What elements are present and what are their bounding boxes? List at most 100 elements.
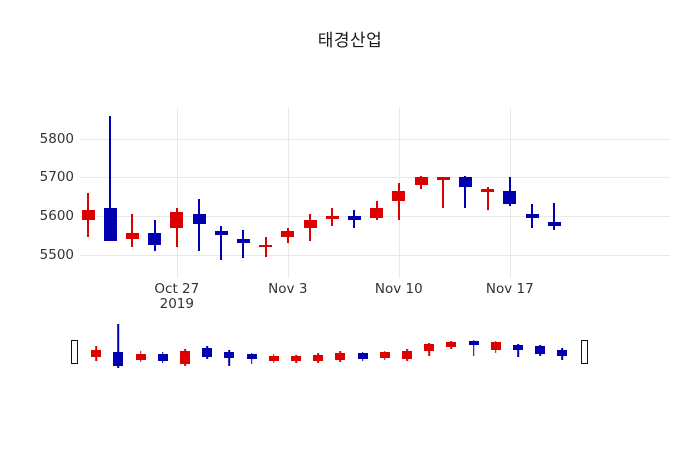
mini-candlestick-wick <box>517 344 519 357</box>
mini-candlestick-wick <box>228 350 231 366</box>
mini-candlestick-body <box>424 344 435 351</box>
candlestick <box>214 0 228 272</box>
mini-candlestick-body <box>313 355 324 361</box>
y-axis: 5500 5600 5700 5800 <box>0 0 74 450</box>
candlestick <box>458 0 472 272</box>
x-axis-tick-date: Nov 10 <box>374 281 423 297</box>
candlestick-body <box>525 214 539 218</box>
mini-candlestick-body <box>557 350 568 356</box>
mini-candlestick-body <box>513 345 523 350</box>
mini-candlestick-body <box>490 342 501 350</box>
mini-candlestick-body <box>335 353 346 360</box>
mini-candlestick-wick <box>472 340 475 356</box>
mini-candlestick <box>468 318 479 388</box>
candlestick <box>436 0 450 272</box>
page-title: 태경산업 <box>317 31 383 51</box>
gridline-horizontal <box>80 138 670 140</box>
x-axis-tick-label: Nov 17 <box>486 282 534 297</box>
mini-candlestick-body <box>246 354 257 359</box>
candlestick-wick <box>486 187 489 211</box>
gridline-horizontal <box>80 177 670 179</box>
mini-candlestick-body <box>468 341 479 345</box>
candlestick-body <box>81 210 95 220</box>
candlestick-body <box>125 233 139 240</box>
candlestick <box>125 0 139 272</box>
candlestick <box>281 0 295 272</box>
candlestick-body <box>370 208 384 218</box>
mini-candlestick-body <box>581 340 589 364</box>
mini-candlestick-body <box>446 342 457 347</box>
x-axis-tick-label: Nov 3 <box>268 282 307 297</box>
candlestick-body <box>259 244 273 248</box>
candlestick-body <box>547 221 561 226</box>
mini-candlestick <box>135 318 146 388</box>
candlestick-body <box>392 190 406 201</box>
candlestick-body <box>481 189 495 192</box>
candlestick-wick <box>220 225 223 261</box>
candlestick-wick <box>131 214 134 247</box>
candlestick-wick <box>397 183 400 220</box>
candlestick-body <box>214 231 228 236</box>
candlestick-wick <box>442 177 445 209</box>
mini-candlestick-hollow <box>69 318 79 388</box>
mini-candlestick-body <box>70 340 78 364</box>
candlestick-body <box>347 216 361 220</box>
mini-candlestick <box>91 318 102 388</box>
x-axis-tick-label: Oct 27 2019 <box>154 282 199 312</box>
mini-candlestick <box>402 318 412 388</box>
candlestick <box>481 0 495 272</box>
mini-candlestick-body <box>224 352 235 358</box>
candlestick <box>347 0 361 272</box>
candlestick <box>525 0 539 272</box>
candlestick <box>392 0 406 272</box>
candlestick <box>414 0 428 272</box>
candlestick <box>325 0 339 272</box>
y-axis-tick-label: 5500 <box>39 246 74 263</box>
mini-candlestick <box>313 318 324 388</box>
candlestick-wick <box>464 175 467 209</box>
x-axis-tick-year: 2019 <box>159 296 194 312</box>
y-axis-tick-label: 5800 <box>39 130 74 147</box>
x-axis-tick-label: Nov 10 <box>375 282 423 297</box>
candlestick <box>192 0 206 272</box>
x-axis-tick-date: Oct 27 <box>154 281 200 297</box>
candlestick-body <box>103 208 117 242</box>
y-axis-tick-label: 5700 <box>39 169 74 186</box>
mini-candlestick <box>557 318 568 388</box>
candlestick-body <box>236 239 250 244</box>
candlestick <box>81 0 95 272</box>
candlestick <box>103 0 117 272</box>
mini-candlestick <box>357 318 368 388</box>
candlestick <box>170 0 184 272</box>
mini-candlestick <box>513 318 523 388</box>
mini-candlestick-body <box>202 348 213 357</box>
mini-candlestick <box>335 318 346 388</box>
mini-candlestick-body <box>535 346 546 354</box>
gridline-vertical <box>287 108 289 278</box>
gridline-horizontal <box>80 254 670 256</box>
mini-candlestick-body <box>268 356 279 361</box>
mini-candlestick <box>224 318 235 388</box>
mini-candlestick-body <box>291 356 301 361</box>
mini-candlestick <box>180 318 190 388</box>
mini-candlestick-body <box>379 352 390 358</box>
candlestick-body <box>148 233 162 245</box>
candlestick-body <box>414 177 428 186</box>
mini-candlestick <box>268 318 279 388</box>
mini-candlestick <box>113 318 124 388</box>
mini-candlestick <box>490 318 501 388</box>
candlestick <box>259 0 273 272</box>
mini-candle-panel <box>0 318 700 388</box>
mini-candlestick-hollow <box>580 318 590 388</box>
x-axis-tick-date: Nov 3 <box>268 281 308 297</box>
candlestick <box>370 0 384 272</box>
candlestick-wick <box>309 214 311 242</box>
candlestick <box>503 0 517 272</box>
candlestick-wick <box>175 208 178 247</box>
mini-candlestick <box>157 318 168 388</box>
mini-candlestick <box>246 318 257 388</box>
candlestick <box>303 0 317 272</box>
candlestick-body <box>303 219 317 228</box>
gridline-vertical <box>176 108 178 278</box>
